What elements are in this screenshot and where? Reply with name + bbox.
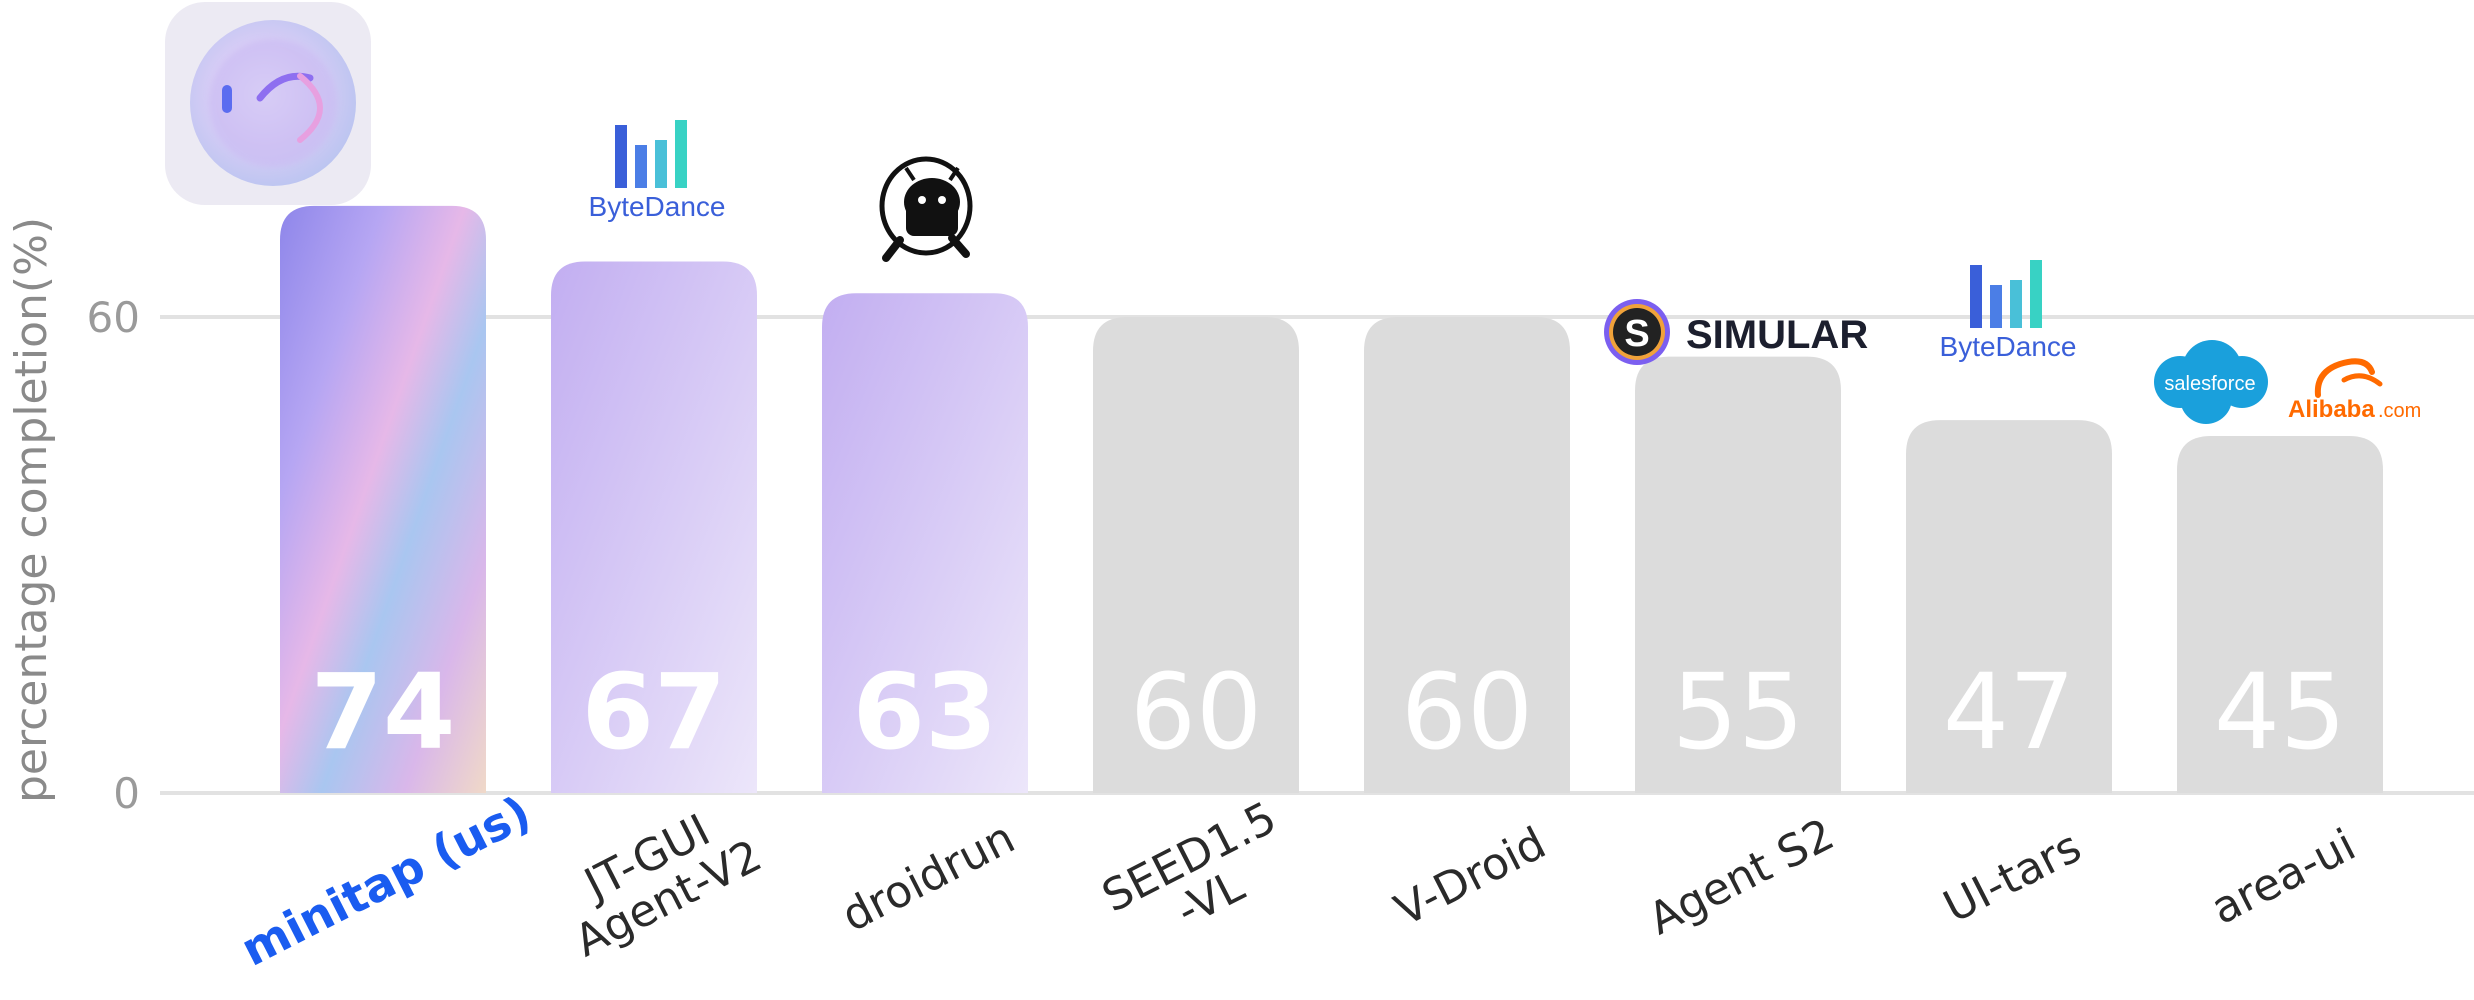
bar-1 [551, 261, 757, 793]
value-label-4: 60 [1401, 651, 1533, 773]
svg-text:S: S [1624, 313, 1649, 355]
simular-logo-text: SIMULAR [1686, 313, 1868, 357]
category-label-0: minitap (us) [233, 785, 539, 977]
droidrun-icon [879, 156, 973, 262]
y-tick-labels: 0 60 [87, 293, 140, 818]
category-label-1: JT-GUIAgent-V2 [546, 789, 770, 967]
bytedance-logo-text: ByteDance [589, 191, 726, 222]
alibaba-logo-suffix: .com [2378, 400, 2421, 422]
y-tick-0: 0 [113, 769, 140, 818]
salesforce-logo: salesforce [2154, 340, 2268, 424]
category-label-5: Agent S2 [1641, 809, 1842, 945]
value-label-1: 67 [582, 651, 727, 773]
bars: 74 67 63 60 60 55 47 45 [280, 205, 2383, 793]
value-label-3: 60 [1130, 651, 1262, 773]
bar-6 [1906, 420, 2112, 793]
category-label-2: droidrun [834, 812, 1023, 942]
alibaba-logo: Alibaba .com [2288, 358, 2421, 423]
category-labels: minitap (us) JT-GUIAgent-V2 droidrun SEED1.… [233, 785, 2364, 977]
minitap-logo [165, 2, 371, 205]
bar-5 [1635, 356, 1841, 793]
bytedance-logo: ByteDance [589, 120, 726, 222]
gridlines [160, 315, 2474, 795]
value-label-2: 63 [853, 651, 998, 773]
simular-logo: S SIMULAR [1604, 299, 1868, 365]
salesforce-logo-text: salesforce [2164, 373, 2255, 395]
category-label-7: area-ui [2203, 819, 2363, 934]
bytedance-logo-text-2: ByteDance [1940, 331, 2077, 362]
value-label-5: 55 [1672, 651, 1804, 773]
alibaba-logo-text: Alibaba [2288, 396, 2375, 423]
value-label-0: 74 [311, 651, 456, 773]
category-label-6: UI-tars [1936, 821, 2090, 933]
bar-7 [2177, 436, 2383, 793]
bar-2 [822, 293, 1028, 793]
value-label-6: 47 [1943, 651, 2075, 773]
category-label-4: V-Droid [1387, 818, 1554, 937]
category-label-3: SEED1.5-VL [1094, 792, 1305, 964]
y-axis-label: percentage completion(%) [6, 217, 57, 803]
bar-4 [1364, 317, 1570, 793]
bar-3 [1093, 317, 1299, 793]
value-label-7: 45 [2214, 651, 2346, 773]
y-tick-60: 60 [87, 293, 140, 342]
bytedance-logo-2: ByteDance [1940, 260, 2077, 362]
bar-0 [280, 205, 486, 793]
